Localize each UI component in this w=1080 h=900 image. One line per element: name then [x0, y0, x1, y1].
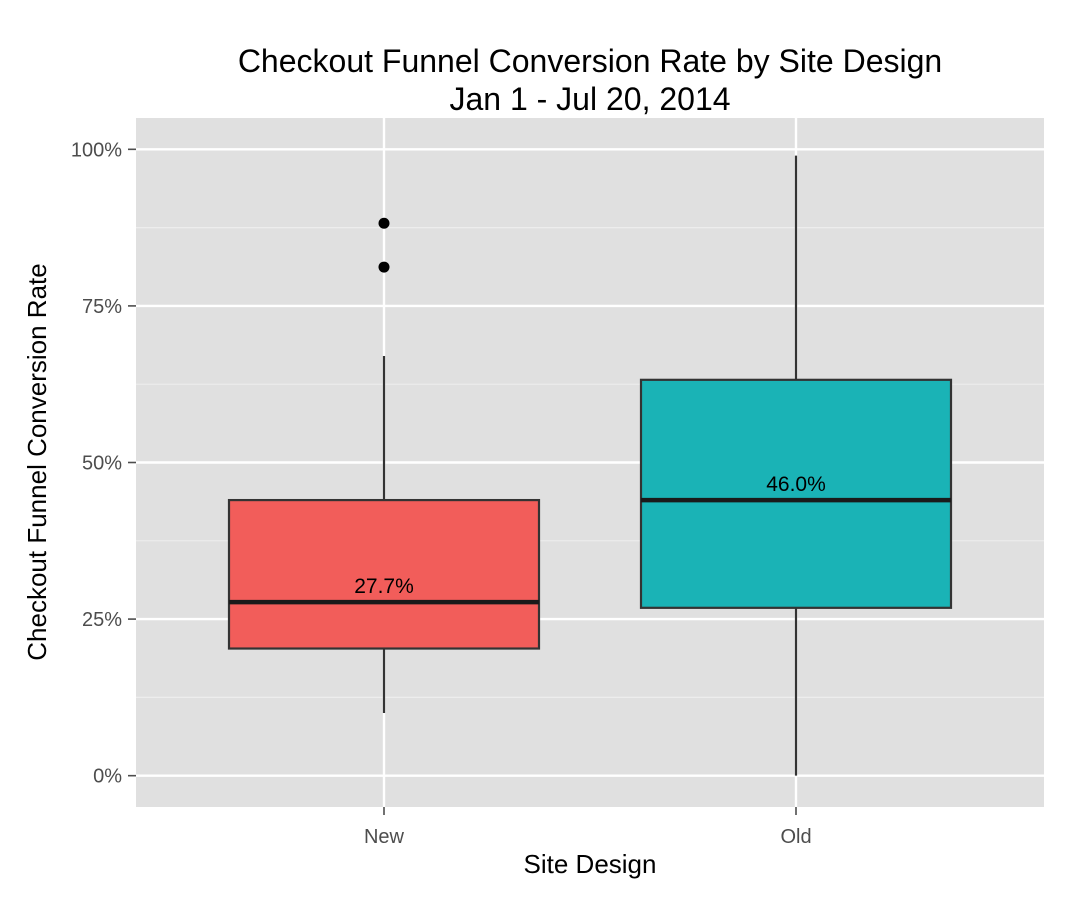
- box-body: [227, 498, 541, 650]
- outlier-point: [378, 261, 390, 273]
- box-old: 46.0%: [639, 155, 953, 776]
- x-tick-label: New: [364, 826, 405, 848]
- y-tick-label: 100%: [71, 139, 122, 161]
- y-tick-label: 0%: [93, 766, 122, 788]
- y-tick-label: 50%: [82, 453, 122, 475]
- median-label: 46.0%: [766, 473, 826, 496]
- y-tick-label: 25%: [82, 609, 122, 631]
- x-axis-title: Site Design: [524, 849, 657, 879]
- chart-title: Checkout Funnel Conversion Rate by Site …: [238, 43, 942, 79]
- outlier-point: [378, 217, 390, 229]
- box-new: 27.7%: [227, 217, 541, 714]
- box-body: [639, 378, 953, 609]
- axis-ticks: 0% 25% 50% 75% 100% New Old: [71, 139, 812, 848]
- y-tick-label: 75%: [82, 296, 122, 318]
- median-label: 27.7%: [354, 575, 414, 598]
- y-axis-title: Checkout Funnel Conversion Rate: [22, 263, 52, 660]
- chart-subtitle: Jan 1 - Jul 20, 2014: [449, 81, 730, 117]
- box-plots: 27.7% 46.0%: [227, 155, 953, 776]
- x-tick-label: Old: [780, 826, 811, 848]
